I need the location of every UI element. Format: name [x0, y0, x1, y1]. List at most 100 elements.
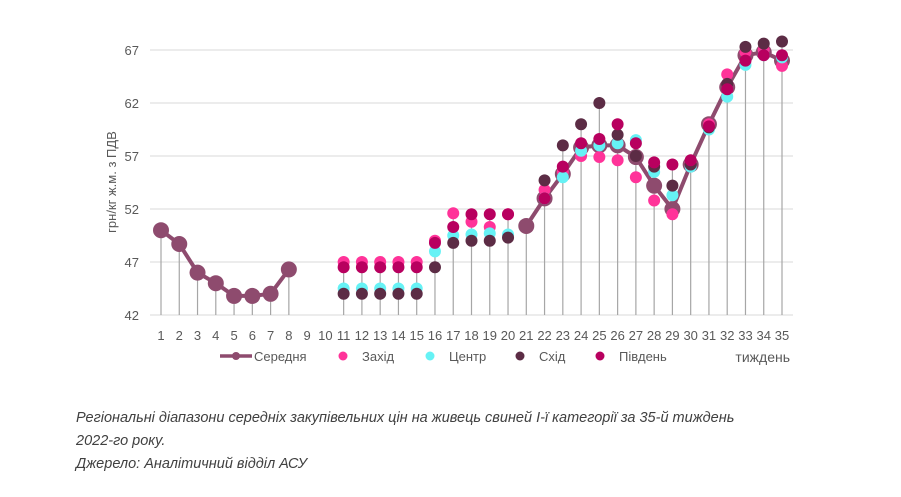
x-tick-label: 20: [501, 328, 515, 343]
average-point: [171, 235, 188, 252]
marker-point: [739, 54, 752, 67]
caption-source: Джерело: Аналітичний відділ АСУ: [76, 456, 307, 472]
marker-point: [721, 68, 734, 81]
marker-point: [611, 118, 624, 131]
x-tick-labels: 1 2 3 4 5 6 7 8 9 10 11 12 13 14 15 16 17 18 19 20 21 22 23 24 2…: [157, 328, 789, 343]
legend-label: Захід: [362, 349, 394, 364]
marker-point: [648, 194, 661, 207]
marker-point: [428, 236, 441, 249]
region-markers: [337, 35, 788, 300]
marker-point: [337, 261, 350, 274]
marker-point: [337, 287, 350, 300]
x-tick-label: 12: [355, 328, 369, 343]
legend: Середня Захід Центр Схід Південь: [220, 349, 667, 364]
marker-point: [721, 83, 734, 96]
legend-marker: [515, 351, 525, 361]
drop-lines: [160, 41, 783, 315]
x-tick-label: 28: [647, 328, 661, 343]
x-tick-label: 34: [757, 328, 771, 343]
x-tick-label: 31: [702, 328, 716, 343]
marker-point: [629, 137, 642, 150]
marker-point: [392, 287, 405, 300]
marker-point: [374, 287, 387, 300]
legend-label: Південь: [619, 349, 667, 364]
marker-point: [575, 118, 588, 131]
x-tick-label: 4: [212, 328, 219, 343]
y-tick-label: 42: [125, 308, 139, 323]
x-tick-label: 7: [267, 328, 274, 343]
marker-point: [666, 189, 679, 202]
marker-point: [428, 245, 441, 258]
marker-point: [556, 160, 569, 173]
x-tick-label: 5: [230, 328, 237, 343]
marker-point: [629, 150, 642, 162]
marker-point: [483, 234, 496, 247]
legend-marker: [595, 351, 605, 361]
marker-point: [666, 179, 679, 192]
y-tick-label: 62: [125, 96, 139, 111]
marker-point: [666, 158, 679, 171]
marker-point: [538, 192, 551, 205]
x-tick-label: 8: [285, 328, 292, 343]
average-point: [153, 222, 169, 239]
marker-point: [556, 171, 569, 184]
legend-marker: [338, 351, 348, 361]
marker-point: [355, 261, 368, 274]
average-point: [189, 264, 206, 281]
marker-point: [465, 234, 478, 247]
marker-point: [538, 174, 551, 187]
marker-point: [374, 261, 387, 274]
x-tick-label: 23: [556, 328, 570, 343]
y-axis-label: грн/кг ж.м. з ПДВ: [104, 131, 119, 233]
marker-point: [575, 137, 588, 150]
x-tick-label: 11: [337, 328, 351, 343]
marker-point: [648, 156, 661, 169]
x-tick-label: 26: [610, 328, 624, 343]
x-tick-label: 33: [738, 328, 752, 343]
marker-point: [556, 139, 569, 152]
x-tick-label: 17: [446, 328, 460, 343]
x-tick-label: 2: [176, 328, 183, 343]
legend-label: Середня: [254, 349, 307, 364]
legend-marker: [425, 351, 435, 361]
marker-point: [465, 208, 478, 221]
marker-point: [392, 261, 405, 274]
average-point: [280, 261, 297, 278]
x-tick-label: 15: [409, 328, 423, 343]
x-tick-label: 25: [592, 328, 606, 343]
average-point: [244, 287, 261, 304]
marker-point: [410, 261, 423, 274]
x-axis-label: тиждень: [735, 349, 790, 365]
y-tick-label: 47: [125, 255, 139, 270]
x-tick-label: 21: [519, 328, 533, 343]
x-tick-label: 29: [665, 328, 679, 343]
y-tick-labels: 42 47 52 57 62 67: [125, 43, 139, 323]
y-tick-label: 67: [125, 43, 139, 58]
legend-label: Схід: [539, 349, 566, 364]
x-tick-label: 19: [483, 328, 497, 343]
caption-line-1: Регіональні діапазони середніх закупівел…: [76, 410, 735, 426]
x-tick-label: 13: [373, 328, 387, 343]
marker-point: [447, 221, 460, 234]
legend-label: Центр: [449, 349, 486, 364]
marker-point: [355, 287, 368, 300]
marker-point: [447, 236, 460, 249]
marker-point: [593, 97, 606, 109]
marker-point: [447, 207, 460, 220]
x-tick-label: 18: [464, 328, 478, 343]
x-tick-label: 27: [629, 328, 643, 343]
marker-point: [502, 231, 515, 244]
x-tick-label: 1: [157, 328, 164, 343]
marker-point: [611, 137, 624, 150]
marker-point: [611, 128, 624, 141]
marker-point: [593, 151, 606, 164]
average-point: [646, 177, 663, 194]
x-tick-label: 24: [574, 328, 588, 343]
marker-point: [593, 133, 606, 146]
average-point: [226, 287, 243, 304]
x-tick-label: 3: [194, 328, 201, 343]
x-tick-label: 32: [720, 328, 734, 343]
x-tick-label: 16: [428, 328, 442, 343]
y-tick-label: 52: [125, 202, 139, 217]
